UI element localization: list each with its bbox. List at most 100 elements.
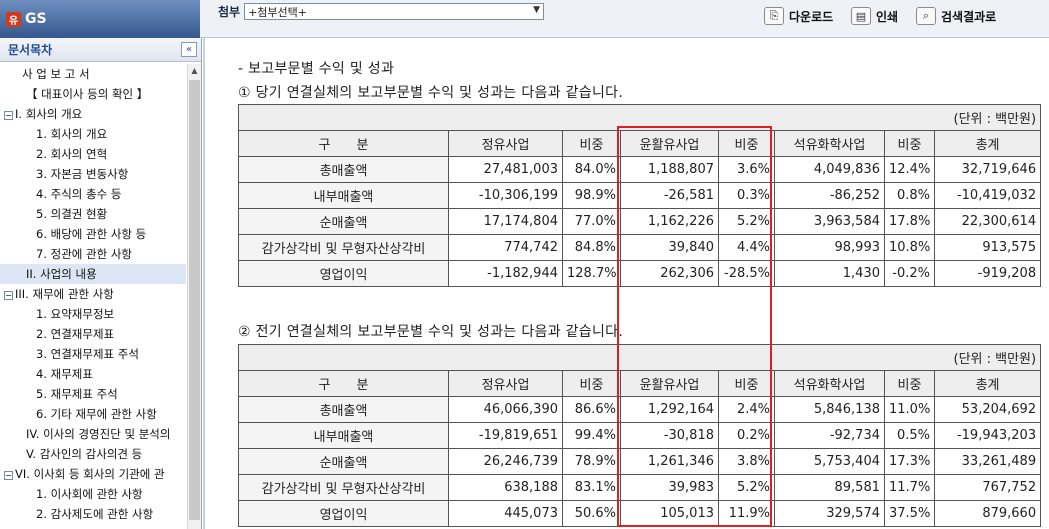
table-cell: 84.0%: [562, 156, 621, 183]
table-cell: 99.4%: [562, 422, 621, 449]
table-cell: 774,742: [448, 234, 563, 261]
table-cell: -19,819,651: [448, 422, 563, 449]
toc-item[interactable]: 6. 기타 재무에 관한 사항: [0, 404, 186, 424]
toc-item-label: 4. 재무제표: [36, 367, 93, 381]
toc-item-label: 2. 연결재무제표: [36, 327, 115, 341]
toc-item[interactable]: 2. 연결재무제표: [0, 324, 186, 344]
toc-item[interactable]: 【 대표이사 등의 확인 】: [0, 84, 186, 104]
toc-item[interactable]: − I. 회사의 개요: [0, 104, 186, 124]
table-cell: 879,660: [933, 500, 1042, 527]
column-header: 구 분: [238, 130, 449, 157]
toc-item[interactable]: − III. 재무에 관한 사항: [0, 284, 186, 304]
table-cell: 84.8%: [562, 234, 621, 261]
table-cell: 1,261,346: [620, 448, 719, 475]
table-cell: -1,182,944: [448, 260, 563, 287]
table-cell: 17,174,804: [448, 208, 563, 235]
unit-note: (단위 : 백만원): [237, 344, 1042, 371]
toc-scrollbar[interactable]: ▲: [187, 64, 201, 529]
column-header: 윤활유사업: [620, 130, 719, 157]
table-row: 감가상각비 및 무형자산상각비 774,742 84.8% 39,840 4.4% 98,…: [238, 234, 1042, 261]
toc-item[interactable]: II. 사업의 내용: [0, 264, 186, 284]
table-cell: -0.2%: [884, 260, 935, 287]
toc-item[interactable]: IV. 이사의 경영진단 및 분석의: [0, 424, 186, 444]
attachment-select-value: +첨부선택+: [248, 5, 308, 19]
attachment-select[interactable]: +첨부선택+ ▼: [244, 3, 545, 20]
toc-item[interactable]: V. 감사인의 감사의견 등: [0, 444, 186, 464]
table-cell: 78.9%: [562, 448, 621, 475]
table-row: 총매출액 46,066,390 86.6% 1,292,164 2.4% 5,846,13…: [238, 396, 1042, 423]
column-header: 구 분: [238, 370, 449, 397]
table-cell: 913,575: [933, 234, 1042, 261]
prior-period-table: (단위 : 백만원) 구 분 정유사업 비중 윤활유사업 비중 석유화학사업 비중 총계 총매출액…: [237, 344, 1042, 527]
toc-item[interactable]: − VI. 이사회 등 회사의 기관에 관: [0, 464, 186, 484]
chevron-down-icon: ▼: [533, 5, 541, 15]
toc-item[interactable]: 1. 요약재무정보: [0, 304, 186, 324]
table-row: 감가상각비 및 무형자산상각비 638,188 83.1% 39,983 5.2% 89,…: [238, 474, 1042, 501]
scrollbar-thumb[interactable]: [189, 80, 200, 520]
toc-item[interactable]: 사 업 보 고 서: [0, 64, 186, 84]
toc-item[interactable]: 6. 배당에 관한 사항 등: [0, 224, 186, 244]
table-row: 내부매출액 -19,819,651 99.4% -30,818 0.2% -92,734 0…: [238, 422, 1042, 449]
toc-item[interactable]: 5. 의결권 현황: [0, 204, 186, 224]
table-row: 순매출액 26,246,739 78.9% 1,261,346 3.8% 5,753,40…: [238, 448, 1042, 475]
table-cell: 445,073: [448, 500, 563, 527]
toc-item-label: 3. 연결재무제표 주석: [36, 347, 139, 361]
toc-item[interactable]: 5. 재무제표 주석: [0, 384, 186, 404]
table-cell: 0.3%: [718, 182, 775, 209]
table-cell: 12.4%: [884, 156, 935, 183]
collapse-toggle-icon[interactable]: −: [4, 471, 13, 480]
row-label: 총매출액: [238, 156, 449, 183]
collapse-sidebar-button[interactable]: «: [181, 42, 197, 57]
table-cell: 39,840: [620, 234, 719, 261]
toc-item[interactable]: 3. 자본금 변동사항: [0, 164, 186, 184]
table-row: 영업이익 -1,182,944 128.7% 262,306 -28.5% 1,430 -0…: [238, 260, 1042, 287]
toc-item[interactable]: 2. 감사제도에 관한 사항: [0, 504, 186, 524]
download-button[interactable]: ⎘ 다운로드: [764, 7, 833, 25]
table-cell: 5,846,138: [774, 396, 885, 423]
table-cell: 329,574: [774, 500, 885, 527]
toc-item-label: VI. 이사회 등 회사의 기관에 관: [15, 467, 165, 481]
table-cell: 5.2%: [718, 208, 775, 235]
row-label: 순매출액: [238, 448, 449, 475]
table-cell: 22,300,614: [933, 208, 1042, 235]
magnifier-icon: ⌕: [916, 7, 936, 25]
toc-item-label: 사 업 보 고 서: [22, 67, 90, 81]
table-cell: 10.8%: [884, 234, 935, 261]
toc-item[interactable]: 4. 재무제표: [0, 364, 186, 384]
unit-note: (단위 : 백만원): [237, 104, 1042, 131]
table-cell: 77.0%: [562, 208, 621, 235]
prior-period-caption: ② 전기 연결실체의 보고부문별 수익 및 성과는 다음과 같습니다.: [238, 324, 624, 340]
toc-item[interactable]: 1. 회사의 개요: [0, 124, 186, 144]
toc-item[interactable]: 4. 주식의 총수 등: [0, 184, 186, 204]
table-row: 총매출액 27,481,003 84.0% 1,188,807 3.6% 4,049,83…: [238, 156, 1042, 183]
toc-item-label: 3. 자본금 변동사항: [36, 167, 129, 181]
toc-item-label: 1. 이사회에 관한 사항: [36, 487, 143, 501]
toc-item[interactable]: 7. 정관에 관한 사항: [0, 244, 186, 264]
table-cell: 0.5%: [884, 422, 935, 449]
table-cell: -19,943,203: [933, 422, 1042, 449]
table-cell: 4,049,836: [774, 156, 885, 183]
column-header: 석유화학사업: [774, 130, 885, 157]
table-cell: 86.6%: [562, 396, 621, 423]
table-cell: 5,753,404: [774, 448, 885, 475]
table-row: 영업이익 445,073 50.6% 105,013 11.9% 329,574 37.5%…: [238, 500, 1042, 527]
search-results-button[interactable]: ⌕ 검색결과로: [916, 7, 996, 25]
row-label: 감가상각비 및 무형자산상각비: [238, 474, 449, 501]
print-button[interactable]: ▤ 인쇄: [851, 7, 898, 25]
table-cell: -92,734: [774, 422, 885, 449]
table-cell: 39,983: [620, 474, 719, 501]
collapse-toggle-icon[interactable]: −: [4, 111, 13, 120]
toc-item[interactable]: 1. 이사회에 관한 사항: [0, 484, 186, 504]
table-cell: 89,581: [774, 474, 885, 501]
table-cell: 767,752: [933, 474, 1042, 501]
company-name: GS: [25, 11, 47, 27]
table-cell: 3.6%: [718, 156, 775, 183]
table-cell: 53,204,692: [933, 396, 1042, 423]
column-header: 총계: [933, 130, 1042, 157]
scroll-up-icon[interactable]: ▲: [191, 66, 198, 75]
toc-item[interactable]: 3. 연결재무제표 주석: [0, 344, 186, 364]
table-cell: 4.4%: [718, 234, 775, 261]
attachment-label: 첨부: [218, 5, 241, 19]
toc-item[interactable]: 2. 회사의 연혁: [0, 144, 186, 164]
collapse-toggle-icon[interactable]: −: [4, 291, 13, 300]
